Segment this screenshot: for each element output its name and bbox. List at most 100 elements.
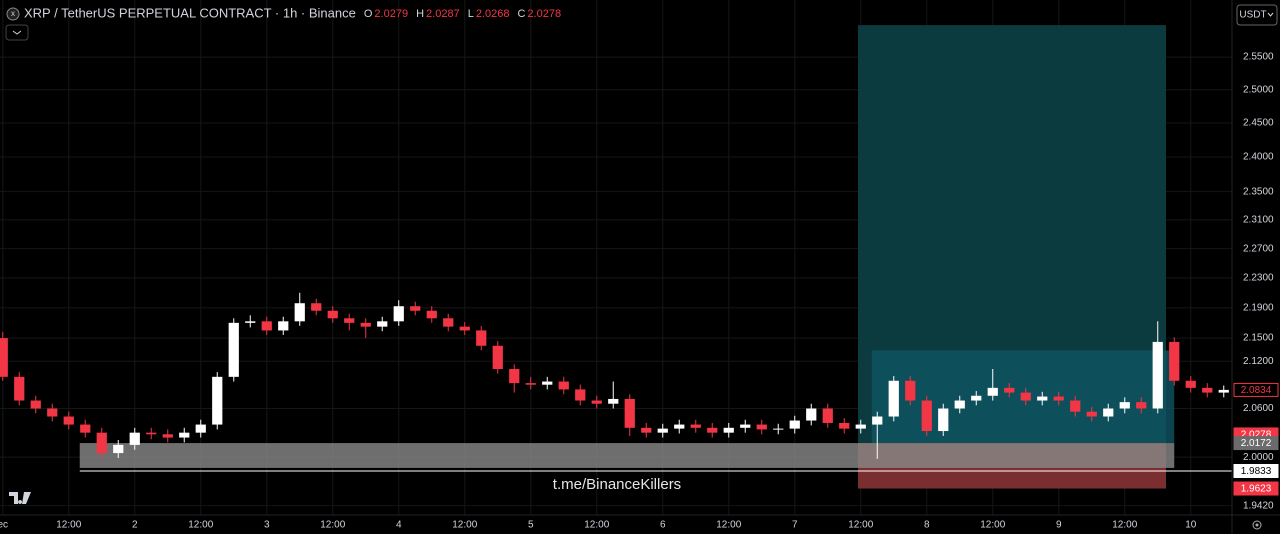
ohlc-value: 2.0279 (374, 8, 408, 20)
x-tick-label: 12:00 (980, 520, 1005, 531)
candle-body (575, 389, 586, 401)
y-tick-label: 2.1900 (1243, 302, 1274, 313)
candle-body (921, 400, 932, 432)
price-label-box (1233, 436, 1279, 451)
candle-body (789, 420, 800, 429)
candle-body (179, 432, 190, 438)
candle-body (80, 424, 91, 433)
candle-body (311, 303, 322, 311)
ohlc-value: 2.0268 (476, 8, 510, 20)
x-tick-label: 5 (528, 520, 534, 531)
candle-body (261, 321, 272, 331)
plot-layer (0, 0, 1232, 515)
candle-body (1103, 408, 1114, 417)
y-tick-label: 2.3500 (1243, 186, 1274, 197)
candle-body (855, 424, 866, 429)
y-tick-label: 2.1200 (1243, 356, 1274, 367)
candle-body (47, 408, 58, 417)
candle-body (245, 321, 256, 323)
candle-body (476, 330, 487, 346)
price-label-box (1233, 463, 1279, 478)
candle-body (1119, 402, 1130, 409)
candle-body (674, 424, 685, 429)
y-tick-label: 2.5000 (1243, 84, 1274, 95)
candle-body (228, 322, 239, 377)
x-tick-label: ec (0, 520, 8, 531)
x-tick-label: 10 (1185, 520, 1197, 531)
candle-body (525, 383, 536, 385)
candle-body (1086, 411, 1097, 417)
price-label: 1.9623 (1241, 484, 1272, 495)
candle-body (773, 428, 784, 430)
chart-title: XRP / TetherUS PERPETUAL CONTRACT · 1h ·… (24, 5, 356, 20)
candle-body (1185, 380, 1196, 388)
x-tick-label: 3 (264, 520, 270, 531)
x-tick-label: 12:00 (848, 520, 873, 531)
ohlc-key: L (468, 8, 474, 20)
candle-body (888, 380, 899, 417)
candle-body (1218, 389, 1229, 393)
candle-body (410, 306, 421, 311)
candle-body (278, 321, 289, 331)
candle-body (822, 408, 833, 423)
candle-body (1136, 402, 1147, 409)
price-label: 2.0834 (1241, 385, 1272, 396)
y-tick-label: 2.4500 (1243, 118, 1274, 129)
y-tick-label: 2.0600 (1243, 403, 1274, 414)
ohlc-key: O (364, 8, 373, 20)
ohlc-value: 2.0278 (527, 8, 561, 20)
candle-body (1169, 341, 1180, 381)
candle-body (113, 444, 124, 454)
tradingview-logo (9, 492, 31, 504)
candle-body (426, 310, 437, 319)
collapse-button[interactable] (5, 24, 29, 41)
y-tick-label: 2.2300 (1243, 273, 1274, 284)
candle-body (14, 376, 25, 401)
candle-body (542, 381, 553, 385)
price-label: 1.9833 (1241, 466, 1272, 477)
candle-body (129, 432, 140, 445)
candle-body (971, 395, 982, 401)
candle-body (443, 318, 454, 327)
candle-body (146, 432, 157, 435)
candle-body (327, 310, 338, 319)
candle-body (0, 338, 8, 377)
candle-body (492, 345, 503, 370)
candle-body (294, 303, 305, 322)
ohlc-key: C (517, 8, 525, 20)
x-tick-label: 12:00 (56, 520, 81, 531)
currency-button[interactable]: USDT (1236, 4, 1278, 26)
price-label: 2.0172 (1241, 438, 1272, 449)
price-label: 2.0278 (1241, 430, 1272, 441)
candle-body (707, 427, 718, 433)
candle-body (641, 427, 652, 433)
price-label-box (1233, 481, 1279, 496)
zone (79, 443, 1175, 468)
x-tick-label: 6 (660, 520, 666, 531)
candle-body (690, 424, 701, 428)
candle-body (195, 424, 206, 433)
watermark: t.me/BinanceKillers (553, 476, 681, 493)
y-tick-label: 2.4000 (1243, 152, 1274, 163)
x-tick-label: 12:00 (320, 520, 345, 531)
currency[interactable]: USDT (1239, 10, 1266, 21)
ohlc-value: 2.0287 (426, 8, 460, 20)
y-tick-label: 2.5500 (1243, 52, 1274, 63)
candle-body (740, 424, 751, 428)
candle-body (987, 387, 998, 396)
ohlc-key: H (416, 8, 424, 20)
candle-body (657, 428, 668, 433)
candle-body (377, 321, 388, 327)
candle-body (459, 326, 470, 331)
x-tick-label: 2 (132, 520, 138, 531)
x-tick-label: 12:00 (1112, 520, 1137, 531)
candle-body (212, 376, 223, 425)
candle-body (938, 408, 949, 432)
y-tick-label: 2.2700 (1243, 243, 1274, 254)
candle-body (509, 369, 520, 384)
candle-body (1152, 341, 1163, 409)
y-tick-label: 2.0000 (1243, 452, 1274, 463)
settings-icon[interactable] (1252, 520, 1262, 530)
